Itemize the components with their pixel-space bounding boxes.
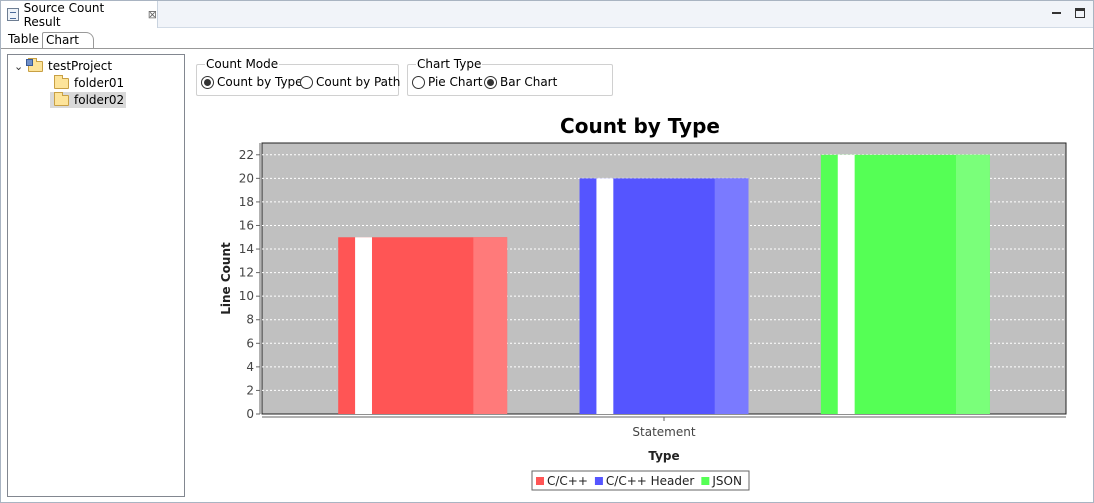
- radio-selected-icon[interactable]: [484, 75, 497, 89]
- x-axis-label: Type: [648, 449, 679, 463]
- bar-shade: [714, 178, 749, 414]
- bar-shade: [956, 154, 990, 415]
- bar-highlight: [355, 237, 372, 414]
- document-icon: [7, 8, 19, 21]
- y-tick-label: 8: [246, 313, 254, 327]
- y-tick-label: 2: [246, 383, 254, 397]
- legend-swatch: [536, 477, 544, 485]
- legend-box: [531, 470, 750, 491]
- y-tick-label: 10: [239, 289, 254, 303]
- view-titlebar: Source Count Result ⊠: [1, 0, 1093, 29]
- maximize-icon[interactable]: [1075, 8, 1085, 18]
- legend-label: JSON: [711, 474, 742, 488]
- legend-swatch: [701, 477, 710, 485]
- project-tree[interactable]: ⌄ testProject folder01 folder02: [7, 54, 185, 497]
- bar-highlight: [596, 178, 614, 414]
- radio-unselected-icon[interactable]: [412, 75, 425, 89]
- radio-bar-chart[interactable]: Bar Chart: [484, 75, 557, 89]
- tree-item-label: testProject: [48, 59, 113, 73]
- folder-icon: [54, 91, 69, 106]
- bar-shade: [473, 237, 508, 414]
- radio-pie-chart[interactable]: Pie Chart: [412, 75, 482, 89]
- bar-highlight: [837, 154, 855, 415]
- chevron-down-icon[interactable]: ⌄: [14, 59, 24, 73]
- tree-item-label: folder01: [74, 76, 125, 90]
- radio-unselected-icon[interactable]: [300, 75, 313, 89]
- radio-selected-icon[interactable]: [201, 75, 214, 89]
- y-tick-label: 20: [239, 171, 254, 185]
- tree-item-folder01[interactable]: folder01: [54, 74, 125, 91]
- y-tick-label: 16: [239, 218, 254, 232]
- tree-item-root[interactable]: ⌄ testProject: [14, 57, 113, 74]
- window-buttons: [1051, 7, 1085, 19]
- radio-label: Pie Chart: [428, 75, 483, 89]
- y-axis-label: Line Count: [219, 242, 233, 315]
- tab-table[interactable]: Table: [8, 32, 40, 46]
- radio-label: Bar Chart: [500, 75, 558, 89]
- chart-type-group: Chart Type Pie Chart Bar Chart: [407, 57, 613, 96]
- y-tick-label: 4: [246, 360, 254, 374]
- tree-item-folder02[interactable]: folder02: [50, 91, 127, 108]
- subtab-bar: Table Chart: [5, 32, 95, 49]
- radio-label: Count by Type: [217, 75, 303, 89]
- x-tick-label: Statement: [632, 425, 695, 439]
- count-mode-label: Count Mode: [205, 57, 280, 71]
- radio-count-by-path[interactable]: Count by Path: [300, 75, 400, 89]
- legend-swatch: [594, 477, 603, 485]
- y-tick-label: 12: [239, 266, 254, 280]
- view-title: Source Count Result: [23, 0, 105, 29]
- chart-type-label: Chart Type: [416, 57, 483, 71]
- minimize-icon[interactable]: [1051, 7, 1063, 19]
- subtab-divider: [1, 48, 1093, 49]
- y-tick-label: 6: [246, 336, 254, 350]
- count-mode-group: Count Mode Count by Type Count by Path: [196, 57, 400, 96]
- legend-label: C/C++: [547, 474, 588, 488]
- y-tick-label: 18: [239, 195, 254, 209]
- folder-icon: [54, 74, 69, 89]
- legend-label: C/C++ Header: [606, 474, 694, 488]
- y-tick-label: 22: [239, 148, 254, 162]
- project-folder-icon: [26, 57, 43, 72]
- bar-chart: Count by Type 0 2 4 6 8 10 12 14 16 18 20 22 Statemen…: [219, 114, 1067, 491]
- view-tab[interactable]: Source Count Result ⊠: [1, 0, 158, 29]
- radio-label: Count by Path: [316, 75, 401, 89]
- tab-chart[interactable]: Chart: [42, 32, 95, 48]
- chart-title: Count by Type: [560, 114, 720, 138]
- tree-item-label: folder02: [74, 93, 125, 107]
- close-icon[interactable]: ⊠: [147, 8, 157, 21]
- y-tick-label: 0: [246, 407, 254, 421]
- y-tick-label: 14: [239, 242, 254, 256]
- radio-count-by-type[interactable]: Count by Type: [201, 75, 303, 89]
